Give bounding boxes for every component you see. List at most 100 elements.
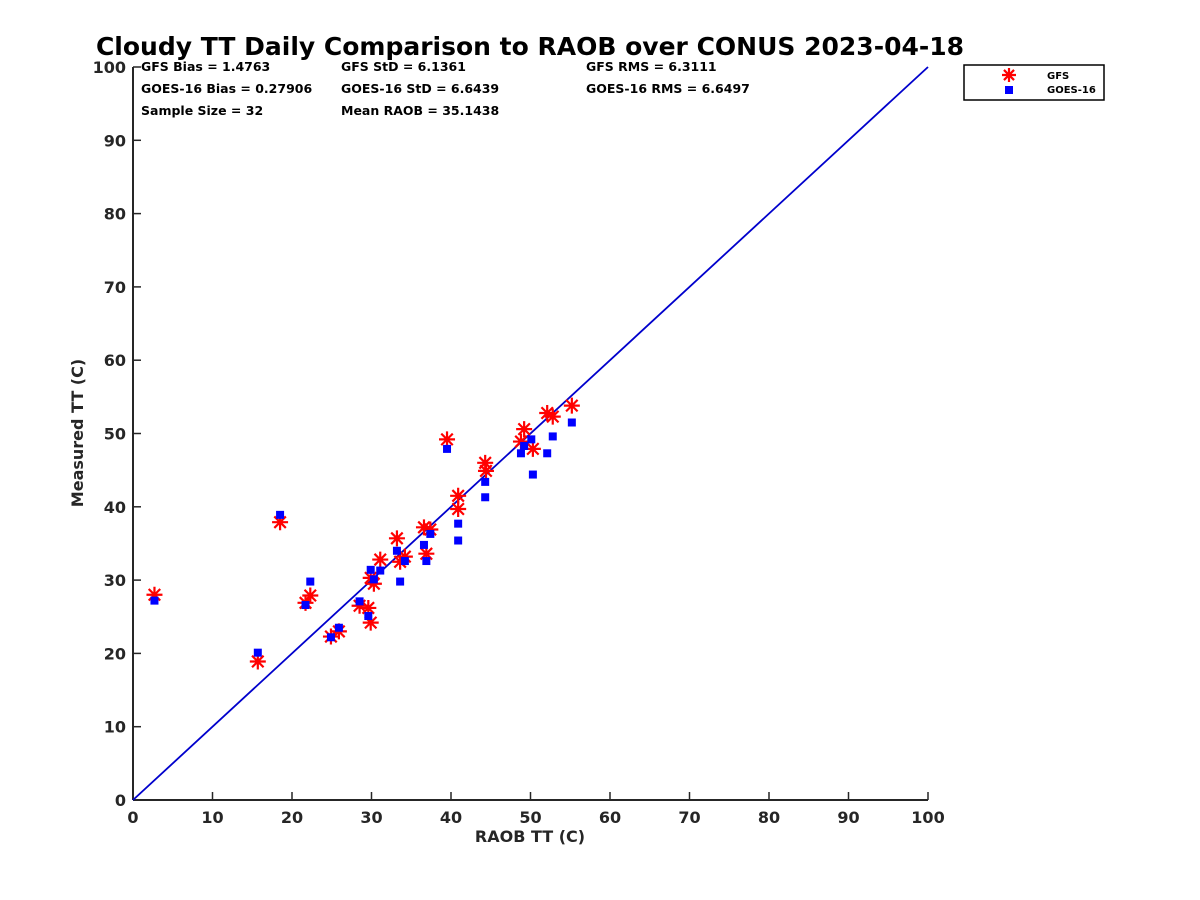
y-tick-label: 50 — [104, 425, 126, 444]
point-goes16 — [481, 493, 490, 502]
point-gfs — [563, 397, 580, 414]
point-gfs — [146, 586, 163, 603]
y-tick-label: 90 — [104, 131, 126, 150]
stat-goes-std: GOES-16 StD = 6.6439 — [341, 81, 499, 96]
x-tick-label: 0 — [127, 808, 138, 827]
point-goes16 — [376, 566, 385, 575]
point-gfs — [524, 440, 541, 457]
x-tick-label: 80 — [758, 808, 780, 827]
point-gfs — [388, 530, 405, 547]
legend-marker-goes16 — [1005, 86, 1013, 94]
point-gfs — [351, 597, 368, 614]
y-tick-label: 30 — [104, 571, 126, 590]
point-goes16 — [396, 577, 405, 586]
y-tick-label: 100 — [93, 58, 126, 77]
y-tick-label: 60 — [104, 351, 126, 370]
point-gfs — [439, 431, 456, 448]
y-tick-label: 70 — [104, 278, 126, 297]
x-tick-label: 40 — [440, 808, 462, 827]
reference-line — [132, 66, 929, 801]
x-tick-label: 30 — [360, 808, 382, 827]
point-goes16 — [150, 596, 159, 605]
point-goes16 — [443, 444, 452, 453]
point-goes16 — [364, 612, 373, 621]
point-gfs — [362, 614, 379, 631]
y-tick-label: 0 — [115, 791, 126, 810]
point-goes16 — [454, 536, 463, 545]
point-goes16 — [253, 648, 262, 657]
point-goes16 — [567, 418, 576, 427]
x-tick-label: 50 — [519, 808, 541, 827]
one-to-one-line — [132, 66, 929, 801]
point-gfs — [422, 521, 439, 538]
x-axis-label: RAOB TT (C) — [475, 827, 585, 846]
point-gfs — [512, 433, 529, 450]
stat-gfs-bias: GFS Bias = 1.4763 — [141, 59, 270, 74]
point-gfs — [516, 421, 533, 438]
point-goes16 — [454, 519, 463, 528]
y-tick-label: 10 — [104, 718, 126, 737]
chart-title: Cloudy TT Daily Comparison to RAOB over … — [96, 32, 964, 61]
stat-goes-bias: GOES-16 Bias = 0.27906 — [141, 81, 312, 96]
x-tick-label: 10 — [201, 808, 223, 827]
y-axis-label: Measured TT (C) — [68, 359, 87, 507]
point-goes16 — [366, 565, 375, 574]
stat-gfs-std: GFS StD = 6.1361 — [341, 59, 466, 74]
point-gfs — [544, 408, 561, 425]
point-goes16 — [301, 601, 310, 610]
stat-mean-raob: Mean RAOB = 35.1438 — [341, 103, 499, 118]
point-goes16 — [426, 529, 435, 538]
point-gfs — [450, 500, 467, 517]
y-tick-label: 20 — [104, 644, 126, 663]
point-gfs — [477, 462, 494, 479]
point-goes16 — [326, 633, 335, 642]
point-gfs — [396, 548, 413, 565]
point-gfs — [360, 599, 377, 616]
point-goes16 — [520, 441, 529, 450]
point-gfs — [302, 587, 319, 604]
point-goes16 — [481, 477, 490, 486]
point-gfs — [418, 545, 435, 562]
point-gfs — [249, 653, 266, 670]
point-gfs — [415, 519, 432, 536]
point-gfs — [365, 575, 382, 592]
x-tick-label: 70 — [678, 808, 700, 827]
x-tick-label: 90 — [837, 808, 859, 827]
legend-marker-gfs — [1002, 68, 1016, 82]
axes: 0 10 20 30 40 50 60 70 80 90 100 0 10 20 30 40 50 60 70 80 9… — [93, 58, 945, 827]
stat-sample-size: Sample Size = 32 — [141, 103, 263, 118]
point-goes16 — [369, 575, 378, 584]
point-goes16 — [543, 449, 552, 458]
point-goes16 — [419, 540, 428, 549]
data-points — [146, 397, 580, 670]
point-goes16 — [276, 510, 285, 519]
point-gfs — [372, 551, 389, 568]
stats-block: GFS Bias = 1.4763 GFS StD = 6.1361 GFS R… — [141, 59, 750, 118]
point-goes16 — [422, 557, 431, 566]
point-goes16 — [392, 546, 401, 555]
stat-gfs-rms: GFS RMS = 6.3111 — [586, 59, 717, 74]
y-tick-label: 40 — [104, 498, 126, 517]
point-goes16 — [548, 432, 557, 441]
point-gfs — [450, 487, 467, 504]
point-goes16 — [528, 470, 537, 479]
point-gfs — [539, 404, 556, 421]
point-goes16 — [527, 435, 536, 444]
point-goes16 — [334, 623, 343, 632]
x-tick-label: 20 — [281, 808, 303, 827]
point-goes16 — [516, 449, 525, 458]
legend-label-goes16: GOES-16 — [1047, 85, 1096, 96]
x-tick-label: 100 — [911, 808, 944, 827]
point-goes16 — [355, 597, 364, 606]
legend-symbol-gfs — [1002, 68, 1016, 82]
legend-label-gfs: GFS — [1047, 71, 1069, 82]
stat-goes-rms: GOES-16 RMS = 6.6497 — [586, 81, 750, 96]
point-goes16 — [306, 577, 315, 586]
point-goes16 — [400, 557, 409, 566]
y-tick-label: 80 — [104, 205, 126, 224]
legend-box — [963, 64, 1105, 101]
legend: GFS GOES-16 — [963, 64, 1105, 101]
point-gfs — [272, 514, 289, 531]
legend-symbol-goes16 — [1005, 86, 1013, 94]
